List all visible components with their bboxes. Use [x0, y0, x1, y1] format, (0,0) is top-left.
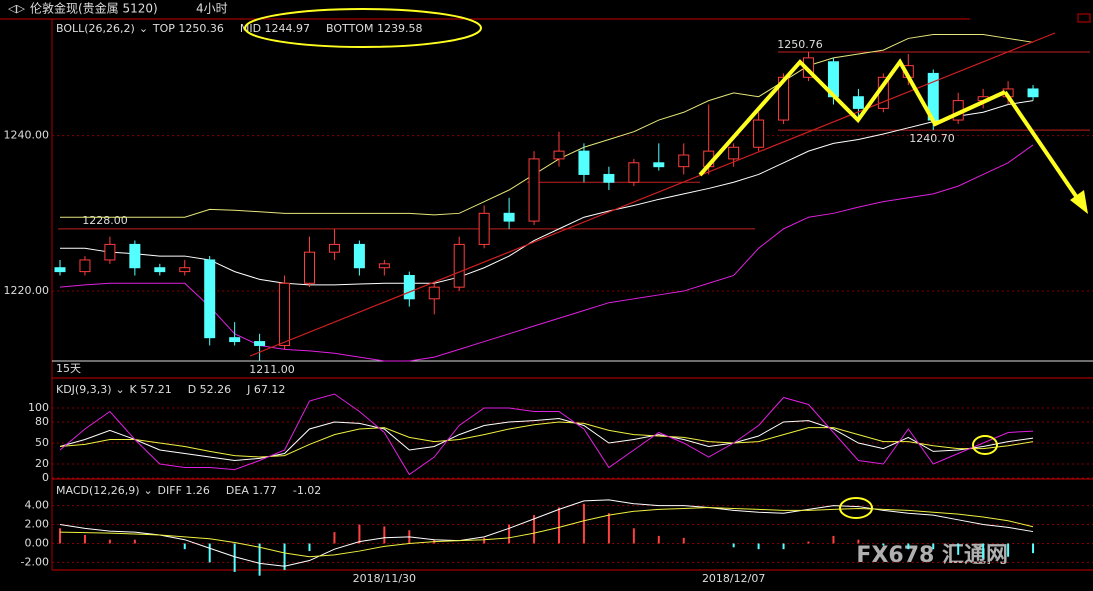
corner-box — [1077, 13, 1091, 23]
legend-entry: DIFF 1.26 — [158, 484, 210, 497]
arrow-head — [1070, 190, 1088, 214]
wave-arrows — [698, 58, 1006, 177]
candle-body — [54, 267, 66, 273]
indicator-line — [60, 100, 1034, 286]
candle-body — [129, 243, 141, 269]
y-tick-label: 20 — [35, 457, 49, 470]
indicator-line — [59, 393, 1034, 476]
candle-body — [578, 150, 590, 175]
y-tick-label: 0.00 — [25, 536, 50, 549]
y-tick-label: 100 — [28, 401, 49, 414]
candle-body — [403, 275, 415, 300]
candle-body — [553, 150, 565, 160]
candle-body — [453, 243, 465, 288]
period[interactable]: 4小时 — [196, 2, 228, 16]
candle-body — [179, 267, 191, 273]
candle-body — [353, 243, 365, 269]
candle-body — [653, 162, 665, 168]
y-tick-label: -2.00 — [21, 555, 49, 568]
down-arrow — [1003, 90, 1084, 207]
annotations — [244, 8, 1088, 519]
legend-entry: K 57.21 — [130, 383, 172, 396]
indicator-label: BOLL(26,26,2) — [56, 22, 135, 35]
candle-body — [678, 154, 690, 168]
candle-body — [503, 212, 515, 222]
candle-body — [428, 286, 440, 300]
indicator-label: KDJ(9,3,3) — [56, 383, 112, 396]
dropdown: ⌄ — [144, 484, 153, 497]
candle-body — [603, 173, 615, 183]
indicator-line — [59, 417, 1034, 462]
dropdown: ⌄ — [139, 22, 148, 35]
y-tick-label: 50 — [35, 436, 49, 449]
price-level-label: 1250.76 — [777, 38, 823, 51]
candle-body — [279, 282, 291, 346]
y-tick-label: 4.00 — [25, 499, 50, 512]
legend-entry: D 52.26 — [188, 383, 231, 396]
price-level-label: 1211.00 — [249, 363, 295, 376]
legend-entry: DEA 1.77 — [226, 484, 277, 497]
indicator-line — [60, 34, 1034, 218]
legend-entry: -1.02 — [293, 484, 321, 497]
candle-body — [478, 212, 490, 245]
x-tick-label: 2018/12/07 — [702, 572, 765, 585]
y-tick-label: 2.00 — [25, 518, 50, 531]
highlight-circle — [972, 435, 998, 455]
indicator-label: MACD(12,26,9) — [56, 484, 140, 497]
legend-entry: TOP 1250.36 — [152, 22, 224, 35]
dropdown: ⌄ — [116, 383, 125, 396]
price-level-label: 1240.70 — [909, 132, 955, 145]
legend-entry: MID 1244.97 — [240, 22, 310, 35]
candle-body — [104, 243, 116, 261]
y-tick-label: 0 — [42, 471, 49, 484]
candle-body — [328, 243, 340, 253]
highlight-circle — [839, 497, 873, 519]
trend-line — [249, 32, 1056, 357]
indicator-line — [59, 507, 1034, 558]
candle-body — [753, 119, 765, 148]
candle-body — [229, 337, 241, 343]
legend-entry: J 67.12 — [246, 383, 285, 396]
candle-body — [728, 146, 740, 160]
candle-body — [204, 259, 216, 339]
candle-body — [852, 96, 864, 109]
indicator-line — [59, 421, 1034, 458]
legend-entry: BOTTOM 1239.58 — [326, 22, 422, 35]
x-tick-label: 2018/11/30 — [353, 572, 416, 585]
candle-body — [254, 341, 266, 346]
candle-body — [628, 162, 640, 183]
candle-body — [154, 267, 166, 273]
candle-body — [1027, 88, 1039, 98]
candle-body — [378, 263, 390, 269]
watermark: FX678 汇通网 — [856, 543, 1008, 568]
indicator-line — [59, 144, 1034, 362]
candle-body — [778, 76, 790, 121]
candle-body — [304, 251, 315, 284]
y-tick-label: 1220.00 — [4, 284, 50, 297]
y-tick-label: 1240.00 — [4, 129, 50, 142]
nav-icon[interactable]: ◁▷ — [8, 2, 25, 15]
highlight-ellipse — [244, 8, 482, 48]
instrument-title[interactable]: 伦敦金现(贵金属 5120) — [30, 1, 158, 16]
candle-body — [528, 158, 540, 222]
y-tick-label: 80 — [35, 415, 49, 428]
period-label: 15天 — [56, 362, 81, 375]
price-level-label: 1228.00 — [82, 214, 128, 227]
candle-body — [79, 259, 91, 273]
